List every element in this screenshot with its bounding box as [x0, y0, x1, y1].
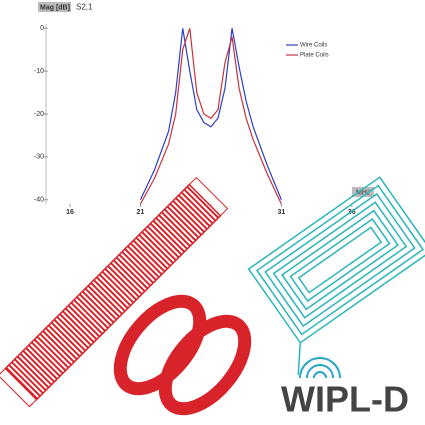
data-line [139, 28, 282, 200]
y-axis-label: Mag [dB] [40, 4, 70, 11]
x-tick-label: 31 [277, 209, 285, 216]
x-tick-label: 21 [137, 209, 145, 216]
data-line [139, 28, 282, 205]
xlabel-box [352, 187, 374, 197]
logo-text: WIPL-D [281, 379, 409, 420]
y-tick-label: -20 [34, 111, 44, 118]
ylabel-box [38, 2, 71, 12]
y-tick-label: -30 [34, 154, 44, 161]
x-tick-label: 16 [66, 209, 74, 216]
solenoid-coil [0, 176, 229, 408]
legend-label: Plate Coils [300, 53, 329, 59]
spiral-coil [247, 176, 425, 375]
y-tick-label: -40 [34, 197, 44, 204]
y-tick-label: -10 [34, 68, 44, 75]
x-tick-label: 36 [348, 209, 356, 216]
x-axis-label: MHz [356, 189, 371, 196]
y-tick-label: 0 [40, 25, 44, 32]
ring-coils [113, 294, 252, 416]
chart-title: S2,1 [76, 3, 93, 12]
logo-icon [299, 357, 341, 379]
legend-label: Wire Coils [300, 43, 327, 49]
